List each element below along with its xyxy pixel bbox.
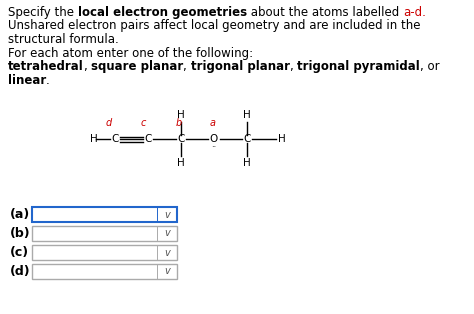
Text: v: v [164,267,170,277]
Text: b: b [176,118,182,128]
Text: (a): (a) [10,208,30,221]
Text: trigonal planar: trigonal planar [191,60,290,73]
Text: v: v [164,247,170,257]
Bar [32,226,177,241]
Text: H: H [278,134,286,144]
Text: C: C [243,134,251,144]
Text: about the atoms labelled: about the atoms labelled [247,6,403,19]
Text: (c): (c) [10,246,29,259]
Text: (d): (d) [10,265,31,278]
Bar [32,207,177,222]
Text: C: C [177,134,185,144]
Text: c: c [141,118,146,128]
Text: ,: , [290,60,298,73]
Text: For each atom enter one of the following:: For each atom enter one of the following… [8,46,253,59]
Text: (b): (b) [10,227,31,240]
Text: Unshared electron pairs affect local geometry and are included in the: Unshared electron pairs affect local geo… [8,19,420,33]
Text: H: H [90,134,98,144]
Text: v: v [164,229,170,239]
Text: linear: linear [8,73,46,86]
Text: , or: , or [420,60,440,73]
Text: .: . [46,73,50,86]
Bar [32,264,177,279]
Text: ,: , [183,60,191,73]
Text: C: C [111,134,118,144]
Text: trigonal pyramidal: trigonal pyramidal [298,60,420,73]
Text: Specify the: Specify the [8,6,78,19]
Text: local electron geometries: local electron geometries [78,6,247,19]
Text: H: H [243,110,251,120]
Text: a: a [210,118,216,128]
Text: O: O [210,134,218,144]
Text: H: H [177,158,185,168]
Text: C: C [144,134,152,144]
Bar [32,245,177,260]
Text: H: H [177,110,185,120]
Text: v: v [164,209,170,219]
Text: a-d.: a-d. [403,6,426,19]
Text: ,: , [84,60,91,73]
Text: d: d [106,118,112,128]
Text: ··: ·· [211,143,217,152]
Text: H: H [243,158,251,168]
Text: structural formula.: structural formula. [8,33,119,46]
Text: square planar: square planar [91,60,183,73]
Text: tetrahedral: tetrahedral [8,60,84,73]
